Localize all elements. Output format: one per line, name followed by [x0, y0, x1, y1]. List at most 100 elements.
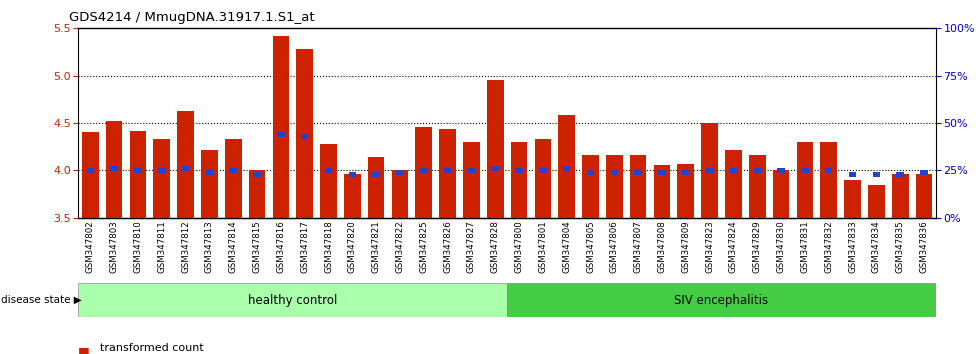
Text: GSM347801: GSM347801 — [538, 221, 548, 274]
Text: GSM347816: GSM347816 — [276, 221, 285, 274]
Text: ■: ■ — [78, 345, 94, 354]
Bar — [611, 170, 618, 175]
Bar — [416, 127, 432, 218]
Bar — [467, 168, 475, 173]
Bar — [511, 142, 527, 218]
Text: GSM347826: GSM347826 — [443, 221, 452, 274]
Bar — [868, 184, 885, 218]
Bar — [134, 168, 142, 173]
Bar — [396, 170, 404, 175]
Bar — [508, 283, 936, 317]
Bar — [587, 170, 594, 175]
Bar — [111, 166, 118, 171]
Text: GSM347800: GSM347800 — [514, 221, 523, 274]
Bar — [349, 172, 356, 177]
Bar — [177, 111, 194, 218]
Bar — [320, 144, 337, 218]
Bar — [820, 142, 837, 218]
Bar — [206, 170, 214, 175]
Text: GSM347807: GSM347807 — [634, 221, 643, 274]
Text: GSM347809: GSM347809 — [681, 221, 690, 273]
Text: GSM347803: GSM347803 — [110, 221, 119, 274]
Text: GSM347806: GSM347806 — [610, 221, 618, 274]
Bar — [730, 168, 737, 173]
Text: GSM347814: GSM347814 — [228, 221, 238, 274]
Text: GSM347829: GSM347829 — [753, 221, 761, 273]
Text: GSM347825: GSM347825 — [419, 221, 428, 274]
Bar — [368, 157, 384, 218]
Text: GSM347804: GSM347804 — [563, 221, 571, 274]
Bar — [444, 168, 452, 173]
Text: GSM347827: GSM347827 — [466, 221, 476, 274]
Bar — [253, 172, 261, 177]
Text: SIV encephalitis: SIV encephalitis — [674, 293, 768, 307]
Bar — [372, 172, 380, 177]
Text: GSM347821: GSM347821 — [371, 221, 380, 274]
Bar — [559, 115, 575, 218]
Bar — [301, 134, 309, 139]
Bar — [773, 170, 790, 218]
Bar — [682, 170, 690, 175]
Bar — [563, 166, 570, 171]
Bar — [677, 164, 694, 218]
Text: GSM347822: GSM347822 — [396, 221, 405, 274]
Text: GSM347808: GSM347808 — [658, 221, 666, 274]
Bar — [844, 180, 860, 218]
Bar — [659, 170, 665, 175]
Bar — [201, 149, 218, 218]
Text: GSM347810: GSM347810 — [133, 221, 142, 274]
Bar — [801, 168, 808, 173]
Bar — [534, 139, 551, 218]
Bar — [920, 170, 928, 175]
Text: GSM347824: GSM347824 — [729, 221, 738, 274]
Bar — [229, 168, 237, 173]
Bar — [86, 168, 94, 173]
Bar — [324, 168, 332, 173]
Text: GSM347830: GSM347830 — [776, 221, 786, 274]
Bar — [224, 139, 241, 218]
Bar — [849, 172, 857, 177]
Bar — [182, 166, 189, 171]
Text: GSM347815: GSM347815 — [253, 221, 262, 274]
Bar — [634, 170, 642, 175]
Bar — [249, 170, 266, 218]
Text: GSM347813: GSM347813 — [205, 221, 214, 274]
Bar — [392, 170, 409, 218]
Bar — [702, 123, 718, 218]
Bar — [129, 131, 146, 218]
Text: transformed count: transformed count — [100, 343, 204, 353]
Bar — [915, 174, 932, 218]
Bar — [539, 168, 547, 173]
Bar — [706, 168, 713, 173]
Text: GSM347820: GSM347820 — [348, 221, 357, 274]
Bar — [797, 142, 813, 218]
Text: GSM347831: GSM347831 — [801, 221, 809, 274]
Bar — [344, 174, 361, 218]
Bar — [106, 121, 122, 218]
Text: GSM347817: GSM347817 — [300, 221, 309, 274]
Text: healthy control: healthy control — [248, 293, 337, 307]
Bar — [487, 80, 504, 218]
Bar — [78, 283, 508, 317]
Text: disease state ▶: disease state ▶ — [1, 295, 81, 305]
Text: GSM347812: GSM347812 — [181, 221, 190, 274]
Bar — [825, 168, 832, 173]
Text: GSM347823: GSM347823 — [706, 221, 714, 274]
Bar — [464, 142, 480, 218]
Text: GSM347833: GSM347833 — [848, 221, 858, 274]
Bar — [277, 132, 284, 137]
Text: GSM347835: GSM347835 — [896, 221, 905, 274]
Bar — [154, 139, 171, 218]
Text: GSM347818: GSM347818 — [324, 221, 333, 274]
Bar — [749, 155, 765, 218]
Bar — [82, 132, 99, 218]
Bar — [897, 172, 904, 177]
Bar — [582, 155, 599, 218]
Text: GSM347802: GSM347802 — [86, 221, 95, 274]
Text: GSM347834: GSM347834 — [872, 221, 881, 274]
Bar — [515, 168, 522, 173]
Bar — [296, 49, 313, 218]
Bar — [777, 168, 785, 173]
Bar — [892, 174, 908, 218]
Text: GSM347836: GSM347836 — [919, 221, 928, 274]
